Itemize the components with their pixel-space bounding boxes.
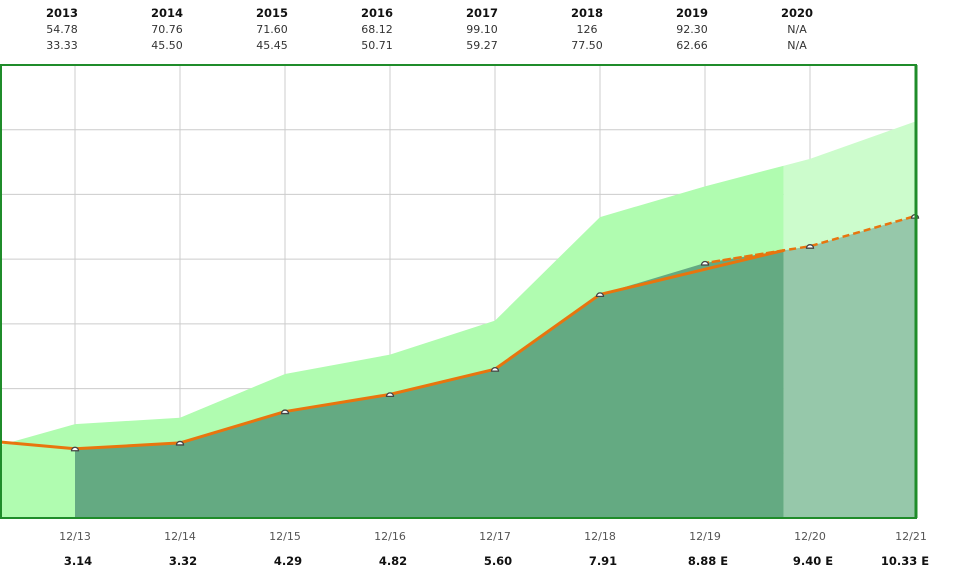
eps-actual-area [75,250,784,518]
price-table-low: 45.45 [256,39,288,52]
eps-point-marker [175,440,185,446]
price-table-low: 45.50 [151,39,183,52]
price-table-low: 77.50 [571,39,603,52]
price-table-high: 71.60 [256,23,288,36]
eps-line [0,214,916,451]
eps-value-label: 7.91 [589,554,617,568]
price-table-year: 2017 [466,6,498,20]
price-table-low: N/A [787,39,807,52]
price-table-low: 62.66 [676,39,708,52]
eps-value-label: 3.14 [64,554,92,568]
x-tick-label: 12/16 [374,530,406,543]
price-table-high: N/A [787,23,807,36]
eps-point-marker [70,446,80,452]
price-table-high: 99.10 [466,23,498,36]
x-axis: 12/13 12/14 12/15 12/16 12/17 12/18 12/19 12/20… [59,530,927,543]
price-table-high: 92.30 [676,23,708,36]
price-table-low: 33.33 [46,39,78,52]
chart-areas [0,121,915,519]
x-tick-label: 12/18 [584,530,616,543]
x-tick-label: 12/21 [895,530,927,543]
x-tick-label: 12/14 [164,530,196,543]
price-table-year: 2015 [256,6,288,20]
eps-estimate-area [783,216,915,519]
x-tick-label: 12/17 [479,530,511,543]
eps-point-marker [385,392,395,398]
price-table: 2013 54.78 33.33 2014 70.76 45.50 2015 71.60 45.… [46,6,813,52]
eps-line-actual [0,248,785,451]
price-table-year: 2020 [781,6,813,20]
price-table-year: 2014 [151,6,183,20]
eps-value-label: 4.29 [274,554,302,568]
eps-point-marker [805,244,815,249]
x-tick-label: 12/15 [269,530,301,543]
price-table-low: 50.71 [361,39,393,52]
price-table-year: 2016 [361,6,393,20]
eps-value-label: 3.32 [169,554,197,568]
eps-markers [70,213,920,452]
eps-value-row: 3.14 3.32 4.29 4.82 5.60 7.91 8.88 E 9.40 E 10.3… [64,554,929,568]
eps-point-marker [700,260,710,266]
price-table-high: 126 [577,23,598,36]
price-table-year: 2013 [46,6,78,20]
eps-value-label: 9.40 E [793,554,833,568]
eps-value-label: 4.82 [379,554,407,568]
eps-point-marker [280,409,290,415]
price-table-high: 54.78 [46,23,78,36]
price-table-high: 70.76 [151,23,183,36]
eps-point-marker [490,367,500,372]
price-table-year: 2019 [676,6,708,20]
x-tick-label: 12/20 [794,530,826,543]
eps-value-label: 10.33 E [881,554,929,568]
eps-value-label: 5.60 [484,554,512,568]
x-tick-label: 12/13 [59,530,91,543]
eps-point-marker [595,292,605,298]
eps-value-label: 8.88 E [688,554,728,568]
price-table-year: 2018 [571,6,603,20]
price-table-low: 59.27 [466,39,498,52]
eps-line-estimate [704,214,916,265]
x-tick-label: 12/19 [689,530,721,543]
price-table-high: 68.12 [361,23,393,36]
